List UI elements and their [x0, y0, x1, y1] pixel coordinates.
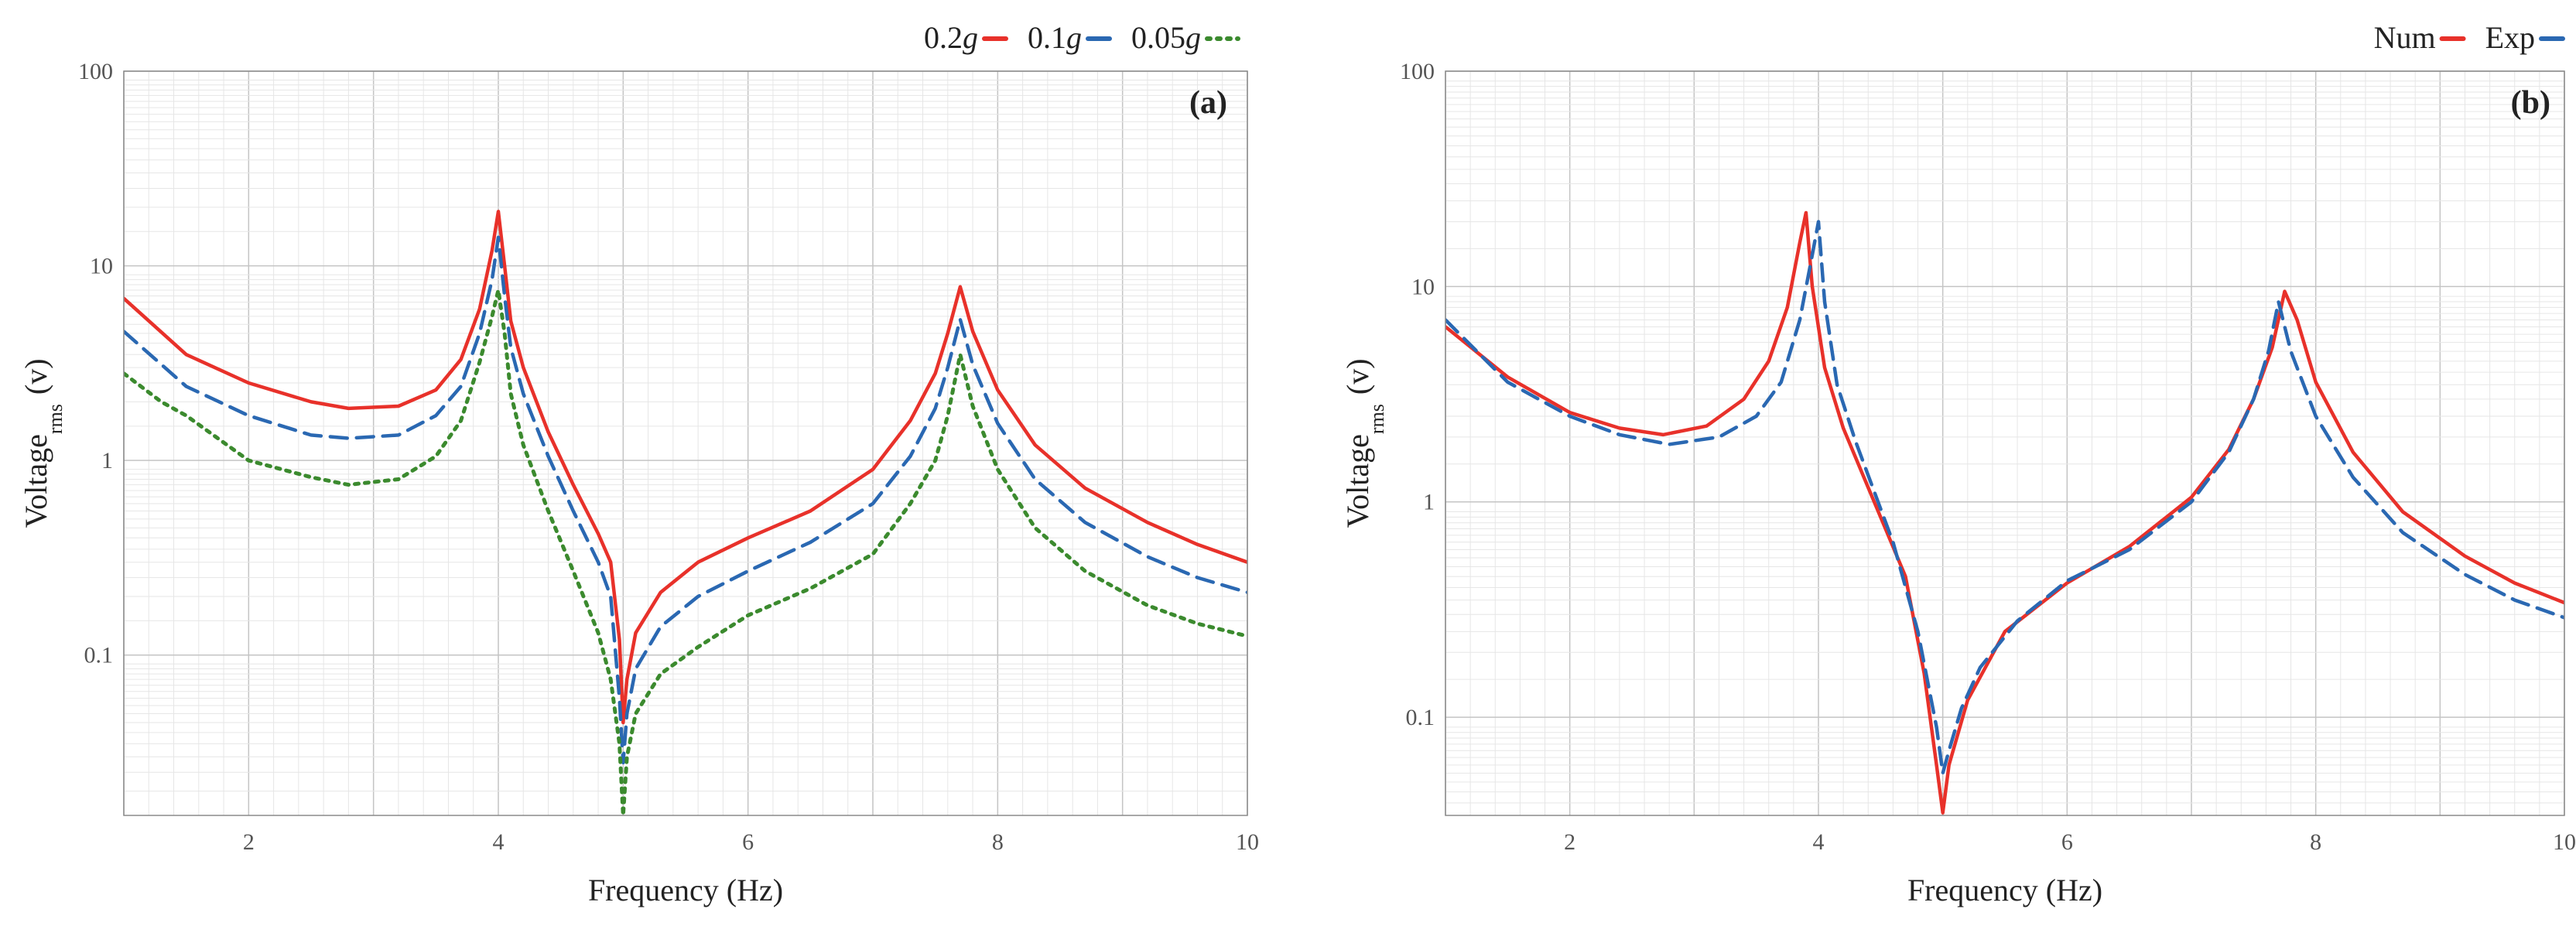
legend-item-exp-b: Exp: [2485, 20, 2565, 55]
x-tick-label-a: 6: [742, 829, 754, 855]
legend-item-num-b: Num: [2374, 20, 2466, 55]
legend-a: 0.2g 0.1g 0.05g: [924, 20, 1240, 55]
tick-labels-a: 2 4 6 8 10 0.1 1 10 100: [78, 59, 1259, 855]
y-axis-title-unit-a: (v): [19, 358, 53, 395]
series-line-num-b: [1445, 210, 2564, 815]
legend-b: Num Exp: [2374, 20, 2565, 55]
series-line-0-1g-a: [124, 235, 1247, 765]
legend-value-b: Num: [2374, 20, 2436, 55]
x-tick-label-b: 4: [1813, 829, 1825, 855]
panel-label-a: (a): [1189, 85, 1227, 121]
y-tick-label-b: 1: [1423, 490, 1435, 515]
y-axis-title-a: Voltagerms (v): [19, 358, 67, 528]
chart-panel-a: 2 4 6 8 10 0.1 1 10 100 (a) Frequency (Hz) Volta…: [19, 20, 1259, 907]
tick-labels-b: 2 4 6 8 10 0.1 1 10 100: [1400, 59, 2576, 855]
y-axis-title-sub-a: rms: [44, 404, 67, 434]
series-layer-a: [124, 210, 1247, 815]
y-tick-label-a: 1: [101, 448, 113, 473]
x-tick-label-a: 4: [493, 829, 505, 855]
y-tick-label-a: 10: [90, 254, 113, 279]
x-axis-title-a: Frequency (Hz): [588, 873, 783, 907]
legend-value-b: Exp: [2485, 20, 2535, 55]
y-axis-title-main-a: Voltage: [19, 434, 53, 528]
y-axis-title-sub-b: rms: [1366, 404, 1388, 434]
y-tick-label-a: 100: [78, 59, 113, 84]
legend-item-0-1-a: 0.1g: [1028, 20, 1112, 55]
x-axis-title-b: Frequency (Hz): [1907, 873, 2102, 907]
x-tick-label-b: 6: [2061, 829, 2073, 855]
y-axis-title-b: Voltagerms (v): [1340, 358, 1388, 528]
chart-panel-b: 2 4 6 8 10 0.1 1 10 100 (b) Frequency (Hz) Volta…: [1340, 20, 2576, 907]
legend-label-a: 0.05g: [1131, 20, 1201, 55]
y-axis-title-unit-b: (v): [1340, 358, 1375, 395]
legend-item-0-05-a: 0.05g: [1131, 20, 1240, 55]
series-layer-b: [1445, 210, 2564, 815]
legend-value-a: 0.2: [924, 20, 963, 55]
x-tick-label-a: 2: [243, 829, 255, 855]
plot-frame-a: [123, 70, 1248, 816]
svg-text:Voltagerms(v): Voltagerms (v): [1340, 358, 1388, 528]
x-tick-label-b: 2: [1564, 829, 1575, 855]
legend-label-b: Num: [2374, 20, 2436, 55]
legend-unit-a: g: [1185, 20, 1201, 55]
y-axis-title-main-b: Voltage: [1340, 434, 1375, 528]
legend-item-0-2-a: 0.2g: [924, 20, 1008, 55]
panel-label-b: (b): [2511, 85, 2550, 121]
y-tick-label-b: 10: [1411, 274, 1435, 299]
legend-value-a: 0.1: [1028, 20, 1066, 55]
legend-label-b: Exp: [2485, 20, 2535, 55]
series-line-0-2g-a: [124, 210, 1247, 725]
plot-frame-b: [1445, 70, 2565, 816]
y-tick-label-b: 0.1: [1406, 705, 1435, 730]
legend-unit-a: g: [1066, 20, 1082, 55]
grid-a: [123, 70, 1248, 815]
series-line-exp-b: [1445, 220, 2564, 775]
legend-label-a: 0.2g: [924, 20, 978, 55]
x-tick-label-b: 10: [2553, 829, 2576, 855]
svg-text:Voltagerms(v): Voltagerms (v): [19, 358, 67, 528]
series-line-0-05g-a: [124, 288, 1247, 815]
legend-unit-a: g: [963, 20, 978, 55]
x-tick-label-a: 8: [992, 829, 1004, 855]
x-tick-label-b: 8: [2310, 829, 2321, 855]
legend-value-a: 0.05: [1131, 20, 1185, 55]
y-tick-label-b: 100: [1400, 59, 1435, 84]
legend-label-a: 0.1g: [1028, 20, 1082, 55]
x-tick-label-a: 10: [1236, 829, 1259, 855]
y-tick-label-a: 0.1: [84, 643, 114, 668]
